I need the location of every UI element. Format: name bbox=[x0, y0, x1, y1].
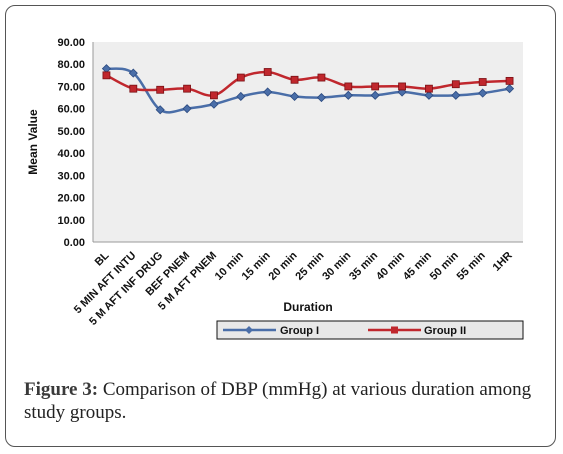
x-tick-label: 20 min bbox=[267, 249, 300, 282]
data-point-group-1 bbox=[289, 91, 300, 102]
data-point-group-2 bbox=[290, 75, 299, 84]
y-tick-label: 80.00 bbox=[57, 59, 85, 71]
x-tick-label: 30 min bbox=[320, 249, 353, 282]
y-tick-labels: 0.00 10.00 20.00 30.00 40.00 50.00 60.00 70.00 8… bbox=[57, 37, 85, 249]
x-tick-label: 40 min bbox=[374, 249, 407, 282]
data-point-group-1 bbox=[236, 91, 246, 102]
x-tick-label: 50 min bbox=[428, 249, 461, 282]
legend-marker-group-2 bbox=[391, 326, 398, 334]
data-point-group-2 bbox=[505, 76, 514, 85]
data-point-group-1 bbox=[504, 84, 515, 94]
series-lines bbox=[105, 67, 510, 114]
data-point-group-2 bbox=[210, 91, 218, 100]
data-point-group-2 bbox=[451, 80, 460, 89]
y-tick-label: 50.00 bbox=[57, 126, 85, 138]
plot-area bbox=[93, 42, 523, 242]
data-point-group-1 bbox=[370, 90, 380, 100]
data-point-group-1 bbox=[209, 99, 219, 109]
data-point-group-2 bbox=[478, 78, 487, 86]
data-point-group-1 bbox=[343, 90, 353, 100]
y-tick-label: 40.00 bbox=[57, 148, 85, 160]
series-points bbox=[101, 64, 515, 115]
y-tick-label: 30.00 bbox=[57, 170, 85, 182]
data-point-group-2 bbox=[102, 71, 111, 80]
data-point-group-2 bbox=[263, 68, 272, 76]
y-axis-label: Mean Value bbox=[26, 109, 40, 175]
x-axis-label: Duration bbox=[283, 300, 332, 314]
data-point-group-2 bbox=[129, 84, 138, 93]
data-point-group-1 bbox=[155, 105, 165, 115]
data-point-group-2 bbox=[236, 73, 245, 82]
caption-text: Comparison of DBP (mmHg) at various dura… bbox=[24, 379, 532, 423]
legend-label-group-1: Group I bbox=[280, 325, 319, 337]
data-point-group-1 bbox=[128, 68, 138, 78]
series-line-group-2 bbox=[105, 70, 510, 97]
figure-label: Figure 3: bbox=[24, 379, 99, 400]
data-point-group-2 bbox=[344, 82, 353, 91]
y-tick-label: 90.00 bbox=[57, 37, 85, 49]
legend-marker-group-1 bbox=[245, 326, 253, 334]
x-tick-label: BL bbox=[93, 249, 112, 268]
data-point-group-1 bbox=[478, 88, 488, 98]
x-tick-label: 15 min bbox=[240, 249, 273, 282]
y-tick-label: 70.00 bbox=[57, 81, 85, 93]
y-tick-label: 10.00 bbox=[57, 215, 85, 227]
data-point-group-1 bbox=[316, 92, 327, 103]
data-point-group-2 bbox=[371, 82, 380, 91]
x-tick-label: 25 min bbox=[293, 249, 326, 282]
data-point-group-1 bbox=[451, 90, 461, 100]
x-tick-label: 10 min bbox=[213, 249, 246, 282]
data-point-group-2 bbox=[156, 85, 165, 94]
data-point-group-1 bbox=[182, 104, 192, 114]
legend-label-group-2: Group II bbox=[424, 325, 466, 337]
y-tick-label: 60.00 bbox=[57, 104, 85, 116]
y-tick-label: 0.00 bbox=[64, 237, 85, 249]
x-tick-label: 1HR bbox=[491, 250, 515, 274]
data-point-group-2 bbox=[398, 82, 406, 91]
data-point-group-1 bbox=[263, 87, 273, 97]
series-line-group-1 bbox=[106, 67, 510, 114]
data-point-group-2 bbox=[183, 84, 191, 93]
x-tick-label: 35 min bbox=[347, 249, 380, 282]
data-point-group-2 bbox=[425, 84, 433, 93]
data-point-group-1 bbox=[424, 90, 434, 100]
x-tick-label: 55 min bbox=[455, 249, 488, 282]
data-point-group-2 bbox=[317, 73, 326, 82]
y-tick-label: 20.00 bbox=[57, 193, 85, 205]
figure-caption: Figure 3: Comparison of DBP (mmHg) at va… bbox=[24, 378, 544, 424]
x-tick-label: 45 min bbox=[401, 249, 434, 282]
legend: Group I Group II bbox=[216, 320, 524, 340]
